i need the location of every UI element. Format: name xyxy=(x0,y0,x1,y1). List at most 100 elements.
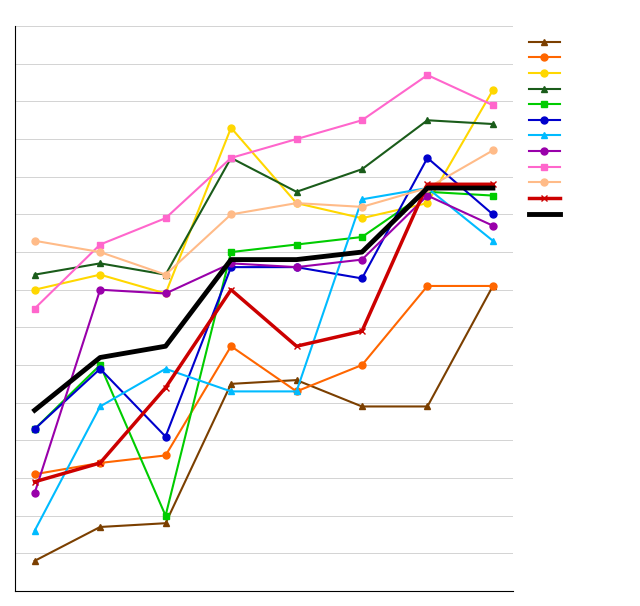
説明 xyxy=(227,264,235,271)
進度 xyxy=(162,452,170,459)
難易度 xyxy=(96,524,104,531)
雰囲気 xyxy=(292,199,300,207)
雰囲気 xyxy=(358,203,366,210)
熱心さ xyxy=(489,102,497,109)
Legend: 難易度, 進度, シラバス, 話し方, 板書, 説明, 資料, 学習支援, 熱心さ, 雰囲気, 興味, 平均: 難易度, 進度, シラバス, 話し方, 板書, 説明, 資料, 学習支援, 熱心… xyxy=(524,32,625,223)
熱心さ xyxy=(424,72,431,79)
板書 xyxy=(489,192,497,199)
板書 xyxy=(96,361,104,368)
学習支援 xyxy=(424,192,431,199)
説明 xyxy=(292,264,300,271)
雰囲気 xyxy=(489,147,497,154)
学習支援 xyxy=(489,222,497,229)
熱心さ xyxy=(358,116,366,124)
難易度 xyxy=(358,403,366,410)
Line: 平均: 平均 xyxy=(35,188,493,410)
進度 xyxy=(358,361,366,368)
熱心さ xyxy=(96,241,104,248)
Line: 熱心さ: 熱心さ xyxy=(31,72,497,312)
学習支援 xyxy=(227,260,235,267)
平均 xyxy=(424,184,431,191)
熱心さ xyxy=(292,136,300,143)
興味 xyxy=(96,459,104,467)
資料 xyxy=(292,388,300,395)
興味 xyxy=(292,342,300,350)
学習支援 xyxy=(31,490,38,497)
Line: 資料: 資料 xyxy=(31,185,497,534)
熱心さ xyxy=(227,155,235,162)
板書 xyxy=(162,512,170,519)
平均 xyxy=(31,407,38,414)
Line: 進度: 進度 xyxy=(31,282,497,478)
進度 xyxy=(31,471,38,478)
雰囲気 xyxy=(162,271,170,278)
資料 xyxy=(358,196,366,203)
説明 xyxy=(358,275,366,282)
資料 xyxy=(489,237,497,244)
資料 xyxy=(424,184,431,191)
話し方 xyxy=(358,165,366,173)
Line: 学習支援: 学習支援 xyxy=(31,192,497,496)
興味 xyxy=(227,286,235,293)
話し方 xyxy=(162,271,170,278)
平均 xyxy=(358,248,366,256)
進度 xyxy=(96,459,104,467)
話し方 xyxy=(292,188,300,196)
学習支援 xyxy=(358,256,366,263)
板書 xyxy=(292,241,300,248)
雰囲気 xyxy=(96,248,104,256)
話し方 xyxy=(227,155,235,162)
難易度 xyxy=(489,282,497,290)
シラバス xyxy=(424,199,431,207)
熱心さ xyxy=(31,305,38,312)
シラバス xyxy=(292,199,300,207)
シラバス xyxy=(31,286,38,293)
興味 xyxy=(162,384,170,391)
説明 xyxy=(424,155,431,162)
Line: 話し方: 話し方 xyxy=(31,117,497,278)
雰囲気 xyxy=(31,237,38,244)
進度 xyxy=(227,342,235,350)
興味 xyxy=(424,181,431,188)
平均 xyxy=(292,256,300,263)
Line: 難易度: 難易度 xyxy=(31,282,497,564)
難易度 xyxy=(424,403,431,410)
興味 xyxy=(31,478,38,485)
進度 xyxy=(489,282,497,290)
シラバス xyxy=(358,215,366,222)
説明 xyxy=(489,211,497,218)
平均 xyxy=(96,354,104,361)
Line: 雰囲気: 雰囲気 xyxy=(31,147,497,278)
説明 xyxy=(96,365,104,373)
学習支援 xyxy=(162,290,170,297)
Line: シラバス: シラバス xyxy=(31,87,497,297)
平均 xyxy=(489,184,497,191)
平均 xyxy=(227,256,235,263)
シラバス xyxy=(227,124,235,132)
難易度 xyxy=(292,376,300,384)
難易度 xyxy=(162,519,170,527)
シラバス xyxy=(162,290,170,297)
板書 xyxy=(424,188,431,196)
雰囲気 xyxy=(227,211,235,218)
資料 xyxy=(162,365,170,373)
シラバス xyxy=(489,87,497,94)
平均 xyxy=(162,342,170,350)
板書 xyxy=(31,425,38,433)
資料 xyxy=(227,388,235,395)
興味 xyxy=(489,181,497,188)
熱心さ xyxy=(162,215,170,222)
Line: 板書: 板書 xyxy=(31,188,497,519)
Line: 説明: 説明 xyxy=(31,155,497,440)
シラバス xyxy=(96,271,104,278)
話し方 xyxy=(31,271,38,278)
難易度 xyxy=(31,558,38,565)
板書 xyxy=(358,233,366,241)
学習支援 xyxy=(292,264,300,271)
雰囲気 xyxy=(424,184,431,191)
Line: 興味: 興味 xyxy=(31,181,497,485)
話し方 xyxy=(489,121,497,128)
興味 xyxy=(358,327,366,335)
板書 xyxy=(227,248,235,256)
学習支援 xyxy=(96,286,104,293)
